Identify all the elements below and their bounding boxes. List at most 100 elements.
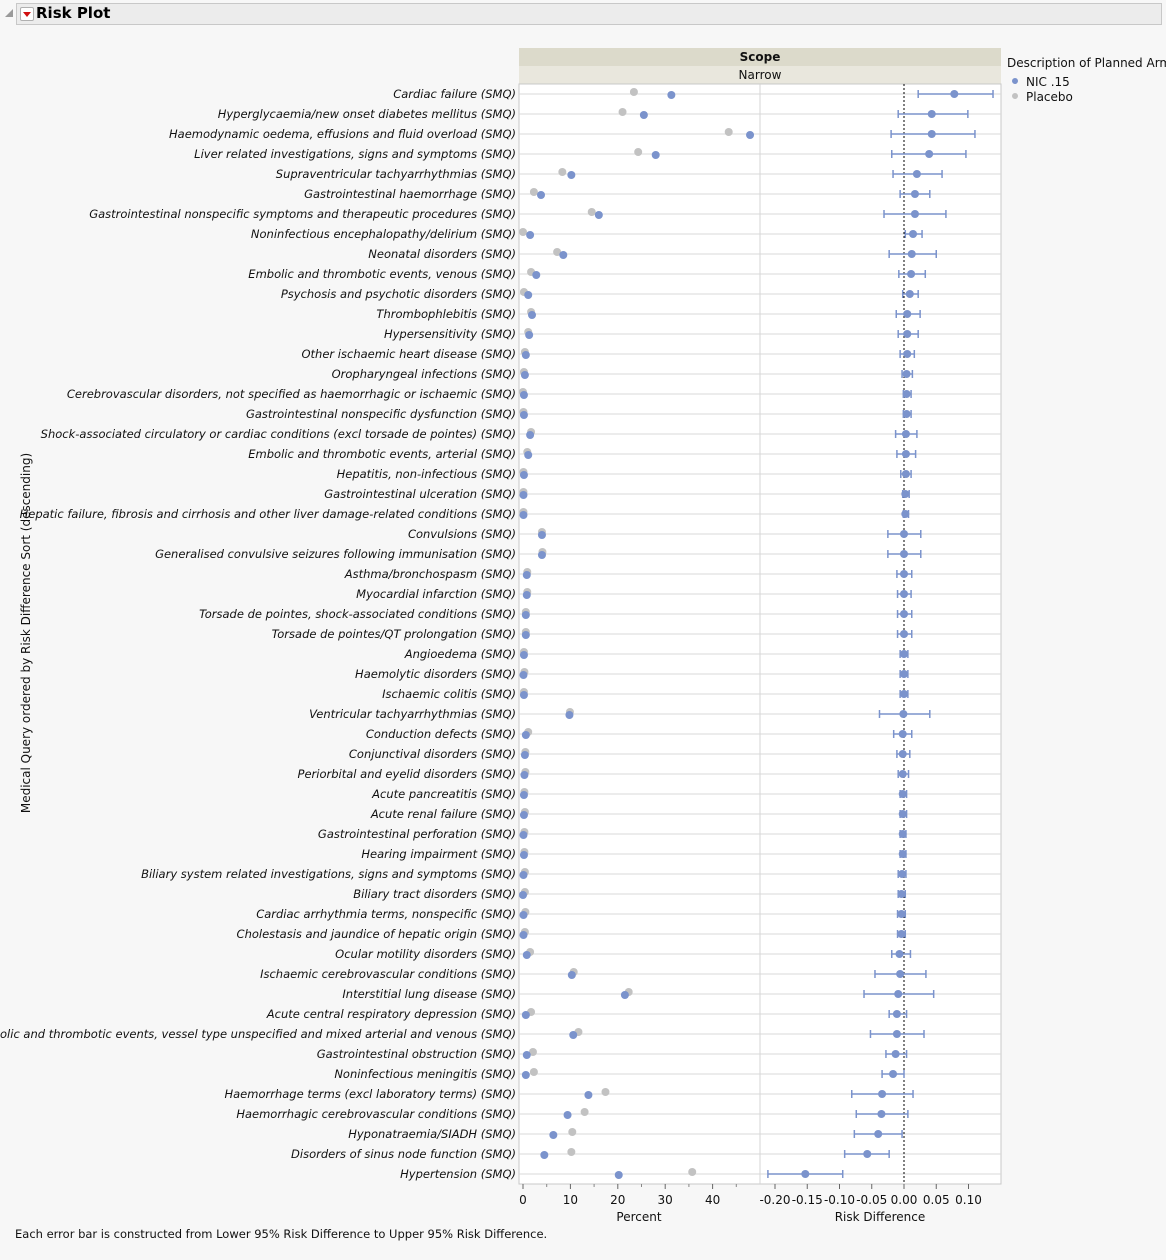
risk-difference-point [905, 290, 914, 298]
row-label: Liver related investigations, signs and … [194, 147, 516, 161]
risk-difference-point [878, 1090, 887, 1098]
row-label: Gastrointestinal perforation (SMQ) [318, 827, 516, 841]
risk-difference-point [901, 430, 910, 438]
risk-difference-point [925, 150, 934, 158]
nic-point [524, 291, 533, 299]
nic-point [524, 451, 533, 459]
risk-difference-point [927, 130, 936, 138]
nic-point [537, 551, 546, 559]
risk-difference-point [898, 850, 907, 858]
risk-difference-point [898, 790, 907, 798]
risk-difference-point [889, 1070, 898, 1078]
risk-difference-point [903, 330, 912, 338]
placebo-point [601, 1088, 610, 1096]
nic-point [540, 1151, 549, 1159]
nic-point [569, 1031, 578, 1039]
percent-axis-title: Percent [616, 1210, 661, 1224]
risk-difference-point [927, 110, 936, 118]
row-label: Hepatitis, non-infectious (SMQ) [337, 467, 516, 481]
panel-subheader: Narrow [739, 68, 782, 82]
rd-tick-label: -0.15 [792, 1193, 823, 1207]
nic-point [567, 971, 576, 979]
percent-tick-label: 30 [658, 1193, 673, 1207]
row-label: Haemorrhage terms (excl laboratory terms… [224, 1087, 516, 1101]
risk-difference-point [863, 1150, 872, 1158]
red-triangle-menu-icon[interactable] [20, 7, 34, 21]
legend-title: Description of Planned Arm [1007, 56, 1166, 70]
risk-difference-point [898, 730, 907, 738]
nic-point [563, 1111, 572, 1119]
risk-difference-point [896, 970, 905, 978]
nic-point [526, 231, 535, 239]
legend-placebo-marker [1012, 93, 1018, 99]
rd-tick-label: 0.10 [955, 1193, 982, 1207]
placebo-point [529, 188, 538, 196]
nic-point [521, 611, 530, 619]
row-label: Embolic and thrombotic events, venous (S… [248, 267, 516, 281]
nic-point [667, 91, 676, 99]
nic-point [522, 571, 531, 579]
nic-point [519, 871, 528, 879]
row-label: Myocardial infarction (SMQ) [356, 587, 516, 601]
risk-difference-point [894, 990, 903, 998]
risk-difference-point [900, 650, 908, 658]
row-label: Cardiac failure (SMQ) [393, 87, 516, 101]
row-label: Cholestasis and jaundice of hepatic orig… [237, 927, 516, 941]
rd-tick-label: -0.10 [824, 1193, 855, 1207]
placebo-point [629, 88, 638, 96]
row-label: Generalised convulsive seizures followin… [155, 547, 516, 561]
rd-tick-label: -0.20 [759, 1193, 790, 1207]
row-label: Shock-associated circulatory or cardiac … [41, 427, 516, 441]
risk-difference-point [900, 690, 908, 698]
nic-point [519, 671, 528, 679]
row-label: Gastrointestinal nonspecific symptoms an… [89, 207, 516, 221]
row-label: Embolic and thrombotic events, vessel ty… [0, 1027, 516, 1041]
row-label: Cerebrovascular disorders, not specified… [67, 387, 516, 401]
row-label: Psychosis and psychotic disorders (SMQ) [281, 287, 516, 301]
placebo-point [724, 128, 733, 136]
nic-point [521, 351, 530, 359]
placebo-point [618, 108, 627, 116]
risk-difference-point [902, 390, 911, 398]
nic-point [594, 211, 603, 219]
row-label: Embolic and thrombotic events, arterial … [248, 447, 516, 461]
legend-nic-label: NIC .15 [1026, 75, 1070, 89]
risk-difference-point [898, 750, 907, 758]
row-label: Torsade de pointes, shock-associated con… [199, 607, 516, 621]
rd-tick-label: 0.05 [923, 1193, 950, 1207]
footnote: Each error bar is constructed from Lower… [15, 1227, 548, 1241]
risk-difference-point [903, 350, 912, 358]
row-label: Disorders of sinus node function (SMQ) [291, 1147, 516, 1161]
percent-tick-label: 40 [705, 1193, 720, 1207]
row-label: Haemodynamic oedema, effusions and fluid… [169, 127, 516, 141]
row-label: Hypertension (SMQ) [400, 1167, 516, 1181]
row-label: Interstitial lung disease (SMQ) [342, 987, 516, 1001]
nic-point [521, 731, 530, 739]
placebo-point [567, 1148, 576, 1156]
risk-difference-point [801, 1170, 810, 1178]
placebo-point [519, 228, 527, 236]
row-label: Other ischaemic heart disease (SMQ) [302, 347, 517, 361]
nic-point [528, 311, 537, 319]
nic-point [559, 251, 568, 259]
nic-point [519, 691, 528, 699]
row-label: Gastrointestinal haemorrhage (SMQ) [304, 187, 516, 201]
risk-difference-point [900, 630, 908, 638]
row-label: Torsade de pointes/QT prolongation (SMQ) [272, 627, 516, 641]
risk-difference-point [891, 1050, 900, 1058]
nic-point [519, 811, 528, 819]
nic-point [522, 951, 531, 959]
risk-difference-point [898, 870, 907, 878]
nic-point [519, 891, 527, 899]
row-label: Ischaemic cerebrovascular conditions (SM… [260, 967, 516, 981]
rd-tick-label: 0.00 [891, 1193, 918, 1207]
row-label: Biliary system related investigations, s… [141, 867, 516, 881]
risk-difference-point [892, 1030, 901, 1038]
row-label: Oropharyngeal infections (SMQ) [332, 367, 516, 381]
risk-difference-point [900, 570, 908, 578]
risk-difference-point [900, 610, 908, 618]
nic-point [522, 591, 531, 599]
nic-point [584, 1091, 593, 1099]
nic-point [519, 791, 528, 799]
outline-collapse-icon[interactable] [5, 9, 13, 17]
